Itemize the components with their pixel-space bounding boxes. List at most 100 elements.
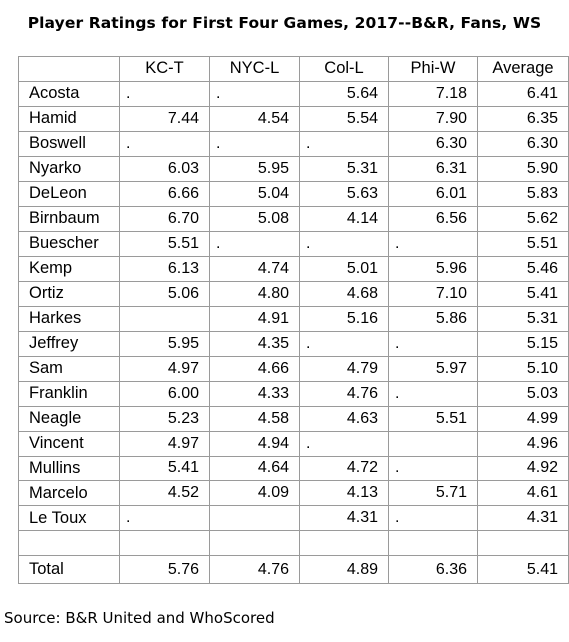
table-row: Sam 4.97 4.66 4.79 5.97 5.10: [18, 355, 569, 382]
table-row: Nyarko 6.03 5.95 5.31 6.31 5.90: [18, 155, 569, 182]
table-title: Player Ratings for First Four Games, 201…: [27, 14, 542, 32]
rating-cell: 5.51: [388, 405, 478, 432]
player-name-cell: Hamid: [18, 105, 120, 132]
player-name-cell: Buescher: [18, 230, 120, 257]
rating-cell: 5.90: [477, 155, 569, 182]
rating-cell: 5.01: [299, 255, 389, 282]
rating-cell: 5.96: [388, 255, 478, 282]
rating-cell: 5.71: [388, 480, 478, 507]
total-row: Total 5.76 4.76 4.89 6.36 5.41: [18, 555, 569, 585]
rating-cell: 5.86: [388, 305, 478, 332]
rating-cell: 6.30: [388, 130, 478, 157]
table-row: Ortiz 5.06 4.80 4.68 7.10 5.41: [18, 280, 569, 307]
rating-cell: 4.63: [299, 405, 389, 432]
spacer-cell: [119, 530, 210, 557]
player-name-cell: Mullins: [18, 455, 120, 482]
spacer-cell: [388, 530, 478, 557]
rating-cell: 6.66: [119, 180, 210, 207]
rating-cell: 4.94: [209, 430, 300, 457]
table-row: Franklin 6.00 4.33 4.76. 5.03: [18, 380, 569, 407]
rating-cell: .: [299, 230, 389, 257]
rating-cell: 4.66: [209, 355, 300, 382]
header-cell-phi-w: Phi-W: [388, 56, 478, 82]
rating-cell: 4.61: [477, 480, 569, 507]
rating-cell: 6.41: [477, 80, 569, 107]
rating-cell: .: [388, 455, 478, 482]
player-name-cell: Nyarko: [18, 155, 120, 182]
rating-cell: .: [209, 80, 300, 107]
rating-cell: 5.63: [299, 180, 389, 207]
rating-cell: 4.99: [477, 405, 569, 432]
rating-cell: .: [388, 230, 478, 257]
rating-cell: 4.80: [209, 280, 300, 307]
rating-cell: [388, 430, 478, 457]
rating-cell: .: [209, 230, 300, 257]
player-name-cell: Neagle: [18, 405, 120, 432]
header-cell-col-l: Col-L: [299, 56, 389, 82]
table-row: Harkes 4.91 5.16 5.86 5.31: [18, 305, 569, 332]
rating-cell: 4.13: [299, 480, 389, 507]
rating-cell: 5.08: [209, 205, 300, 232]
total-cell: 6.36: [388, 555, 478, 585]
rating-cell: 5.31: [477, 305, 569, 332]
player-name-cell: Boswell: [18, 130, 120, 157]
rating-cell: 5.16: [299, 305, 389, 332]
rating-cell: .: [388, 380, 478, 407]
rating-cell: 4.58: [209, 405, 300, 432]
rating-cell: .: [299, 130, 389, 157]
player-name-cell: Jeffrey: [18, 330, 120, 357]
rating-cell: .: [299, 330, 389, 357]
rating-cell: 7.18: [388, 80, 478, 107]
total-cell: 5.41: [477, 555, 569, 585]
total-cell: 4.76: [209, 555, 300, 585]
rating-cell: .: [388, 330, 478, 357]
table-row: Acosta.. 5.64 7.18 6.41: [18, 80, 569, 107]
table-row: Vincent 4.97 4.94. 4.96: [18, 430, 569, 457]
table-row: Neagle 5.23 4.58 4.63 5.51 4.99: [18, 405, 569, 432]
player-name-cell: Le Toux: [18, 505, 120, 532]
total-cell: 5.76: [119, 555, 210, 585]
rating-cell: 5.10: [477, 355, 569, 382]
rating-cell: 4.92: [477, 455, 569, 482]
rating-cell: 5.31: [299, 155, 389, 182]
rating-cell: 4.14: [299, 205, 389, 232]
header-cell-player: [18, 56, 120, 82]
rating-cell: 5.46: [477, 255, 569, 282]
rating-cell: 4.35: [209, 330, 300, 357]
rating-cell: 5.06: [119, 280, 210, 307]
rating-cell: 6.01: [388, 180, 478, 207]
rating-cell: 6.70: [119, 205, 210, 232]
header-cell-kc-t: KC-T: [119, 56, 210, 82]
rating-cell: .: [209, 130, 300, 157]
header-row: KC-T NYC-L Col-L Phi-W Average: [18, 56, 569, 82]
rating-cell: 4.31: [477, 505, 569, 532]
rating-cell: 5.04: [209, 180, 300, 207]
rating-cell: .: [388, 505, 478, 532]
table-row: Marcelo 4.52 4.09 4.13 5.71 4.61: [18, 480, 569, 507]
rating-cell: .: [119, 505, 210, 532]
spacer-cell: [299, 530, 389, 557]
rating-cell: 5.83: [477, 180, 569, 207]
table-row: Jeffrey 5.95 4.35.. 5.15: [18, 330, 569, 357]
rating-cell: 6.13: [119, 255, 210, 282]
table-row: Buescher 5.51... 5.51: [18, 230, 569, 257]
table-row: DeLeon 6.66 5.04 5.63 6.01 5.83: [18, 180, 569, 207]
rating-cell: 6.31: [388, 155, 478, 182]
rating-cell: 5.62: [477, 205, 569, 232]
rating-cell: .: [119, 80, 210, 107]
rating-cell: 7.44: [119, 105, 210, 132]
rating-cell: 4.72: [299, 455, 389, 482]
rating-cell: 6.56: [388, 205, 478, 232]
rating-cell: 5.64: [299, 80, 389, 107]
rating-cell: 5.95: [119, 330, 210, 357]
rating-cell: 4.31: [299, 505, 389, 532]
player-name-cell: Vincent: [18, 430, 120, 457]
rating-cell: 4.91: [209, 305, 300, 332]
player-name-cell: Sam: [18, 355, 120, 382]
rating-cell: 7.10: [388, 280, 478, 307]
rating-cell: 4.79: [299, 355, 389, 382]
total-label: Total: [18, 555, 120, 585]
table-row: Le Toux. 4.31. 4.31: [18, 505, 569, 532]
header-cell-average: Average: [477, 56, 569, 82]
source-note: Source: B&R United and WhoScored: [4, 609, 275, 627]
